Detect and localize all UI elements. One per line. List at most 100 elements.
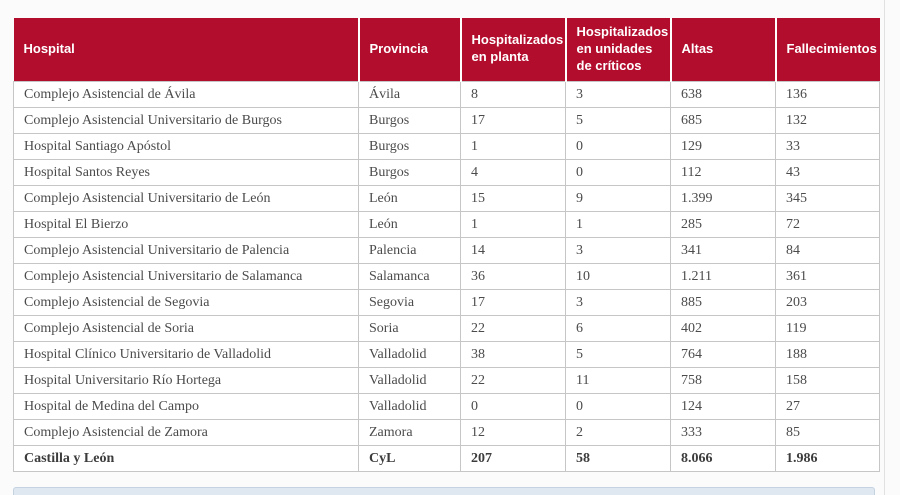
cell: 158 bbox=[775, 366, 880, 394]
cell: 132 bbox=[775, 106, 880, 134]
cell: 17 bbox=[460, 288, 566, 316]
cell: Castilla y León bbox=[13, 444, 359, 472]
cell: 1.211 bbox=[670, 262, 776, 290]
cell: 58 bbox=[565, 444, 671, 472]
cell: 4 bbox=[460, 158, 566, 186]
table-row: Complejo Asistencial de Soria Soria 22 6 402… bbox=[13, 314, 880, 342]
cell: 3 bbox=[565, 80, 671, 108]
column-header-6: Fallecimientos bbox=[774, 18, 880, 82]
cell: Complejo Asistencial de Segovia bbox=[13, 288, 359, 316]
cell: 112 bbox=[670, 158, 776, 186]
cell: 33 bbox=[775, 132, 880, 160]
table-row: Complejo Asistencial de Ávila Ávila 8 3 638 1… bbox=[13, 80, 880, 108]
cell: 1.399 bbox=[670, 184, 776, 212]
cell: 8 bbox=[460, 80, 566, 108]
cell: Valladolid bbox=[358, 366, 461, 394]
table-row: Hospital Clínico Universitario de Vallad… bbox=[13, 340, 880, 368]
cell: Hospital Santos Reyes bbox=[13, 158, 359, 186]
cell: Ávila bbox=[358, 80, 461, 108]
cell: 8.066 bbox=[670, 444, 776, 472]
cell: 758 bbox=[670, 366, 776, 394]
cell: 72 bbox=[775, 210, 880, 238]
cell: Complejo Asistencial Universitario de Bu… bbox=[13, 106, 359, 134]
cell: 638 bbox=[670, 80, 776, 108]
cell: 1 bbox=[460, 210, 566, 238]
cell: Palencia bbox=[358, 236, 461, 264]
cell: 203 bbox=[775, 288, 880, 316]
cell: CyL bbox=[358, 444, 461, 472]
cell: 361 bbox=[775, 262, 880, 290]
cell: 341 bbox=[670, 236, 776, 264]
cell: León bbox=[358, 210, 461, 238]
cell: Valladolid bbox=[358, 340, 461, 368]
cell: 43 bbox=[775, 158, 880, 186]
cell: 14 bbox=[460, 236, 566, 264]
cell: 84 bbox=[775, 236, 880, 264]
info-panel-top bbox=[13, 487, 875, 495]
column-header-4: Hospitalizados en unidades de críticos bbox=[564, 18, 671, 82]
table-row: Hospital Santiago Apóstol Burgos 1 0 129 33 bbox=[13, 132, 880, 160]
cell: Valladolid bbox=[358, 392, 461, 420]
table-body: Complejo Asistencial de Ávila Ávila 8 3 638 1… bbox=[13, 80, 880, 472]
table-row: Complejo Asistencial de Segovia Segovia 17… bbox=[13, 288, 880, 316]
cell: Complejo Asistencial de Zamora bbox=[13, 418, 359, 446]
cell: 11 bbox=[565, 366, 671, 394]
cell: 0 bbox=[565, 132, 671, 160]
cell: 27 bbox=[775, 392, 880, 420]
cell: 38 bbox=[460, 340, 566, 368]
cell: 124 bbox=[670, 392, 776, 420]
cell: 1.986 bbox=[775, 444, 880, 472]
cell: 1 bbox=[565, 210, 671, 238]
cell: 12 bbox=[460, 418, 566, 446]
total-row: Castilla y León CyL 207 58 8.066 1.986 bbox=[13, 444, 880, 472]
cell: 119 bbox=[775, 314, 880, 342]
column-header-5: Altas bbox=[669, 18, 776, 82]
cell: Zamora bbox=[358, 418, 461, 446]
cell: 402 bbox=[670, 314, 776, 342]
table-row: Hospital Santos Reyes Burgos 4 0 112 43 bbox=[13, 158, 880, 186]
table-row: Complejo Asistencial Universitario de Sa… bbox=[13, 262, 880, 290]
cell: 2 bbox=[565, 418, 671, 446]
cell: Hospital Universitario Río Hortega bbox=[13, 366, 359, 394]
cell: 1 bbox=[460, 132, 566, 160]
cell: 129 bbox=[670, 132, 776, 160]
table-row: Hospital de Medina del Campo Valladolid 0 0… bbox=[13, 392, 880, 420]
cell: 136 bbox=[775, 80, 880, 108]
cell: Complejo Asistencial Universitario de Le… bbox=[13, 184, 359, 212]
cell: Segovia bbox=[358, 288, 461, 316]
cell: 685 bbox=[670, 106, 776, 134]
cell: Hospital El Bierzo bbox=[13, 210, 359, 238]
cell: 22 bbox=[460, 366, 566, 394]
cell: 0 bbox=[460, 392, 566, 420]
cell: 207 bbox=[460, 444, 566, 472]
cell: 5 bbox=[565, 340, 671, 368]
cell: 9 bbox=[565, 184, 671, 212]
cell: 15 bbox=[460, 184, 566, 212]
content-right-border bbox=[884, 0, 885, 495]
cell: Burgos bbox=[358, 106, 461, 134]
cell: Complejo Asistencial de Soria bbox=[13, 314, 359, 342]
table-row: Complejo Asistencial Universitario de Pa… bbox=[13, 236, 880, 264]
cell: 22 bbox=[460, 314, 566, 342]
cell: 17 bbox=[460, 106, 566, 134]
table-row: Complejo Asistencial Universitario de Le… bbox=[13, 184, 880, 212]
column-header-3: Hospitalizados en planta bbox=[459, 18, 566, 82]
cell: 345 bbox=[775, 184, 880, 212]
cell: Hospital de Medina del Campo bbox=[13, 392, 359, 420]
table-row: Complejo Asistencial Universitario de Bu… bbox=[13, 106, 880, 134]
cell: Complejo Asistencial Universitario de Pa… bbox=[13, 236, 359, 264]
cell: 10 bbox=[565, 262, 671, 290]
cell: 5 bbox=[565, 106, 671, 134]
column-header-2: Provincia bbox=[357, 18, 461, 82]
cell: 188 bbox=[775, 340, 880, 368]
cell: Burgos bbox=[358, 132, 461, 160]
cell: Soria bbox=[358, 314, 461, 342]
cell: 6 bbox=[565, 314, 671, 342]
header-row: Hospital Provincia Hospitalizados en plant… bbox=[13, 18, 880, 82]
table-row: Hospital Universitario Río Hortega Vallad… bbox=[13, 366, 880, 394]
cell: Salamanca bbox=[358, 262, 461, 290]
cell: Complejo Asistencial Universitario de Sa… bbox=[13, 262, 359, 290]
cell: 3 bbox=[565, 288, 671, 316]
cell: 85 bbox=[775, 418, 880, 446]
